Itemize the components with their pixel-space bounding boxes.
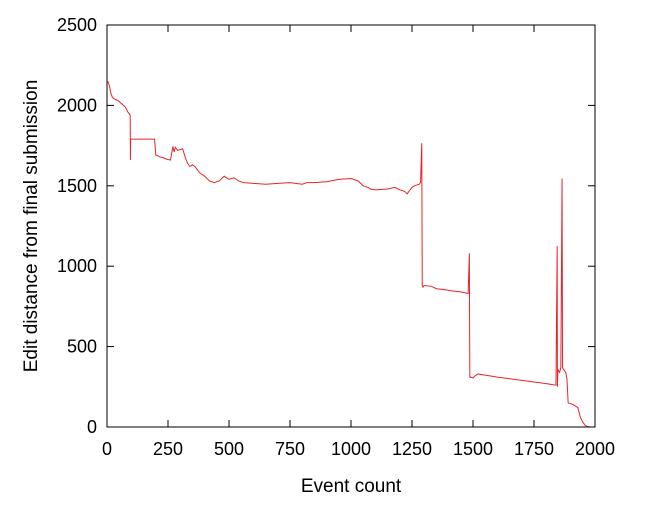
- x-tick-label: 250: [153, 439, 183, 459]
- series-layer: [106, 80, 595, 428]
- y-tick-label: 1500: [57, 176, 97, 196]
- y-tick-label: 1000: [57, 256, 97, 276]
- y-tick-label: 2500: [57, 15, 97, 35]
- y-tick-label: 500: [67, 337, 97, 357]
- plot-frame: [106, 24, 596, 428]
- x-tick-label: 750: [275, 439, 305, 459]
- x-tick-label: 1500: [453, 439, 493, 459]
- x-tick-label: 1750: [514, 439, 554, 459]
- x-tick-label: 1000: [331, 439, 371, 459]
- y-tick-labels: 0 500 1000 1500 2000 2500: [57, 15, 97, 437]
- y-tick-label: 2000: [57, 95, 97, 115]
- tick-marks: [106, 24, 596, 428]
- x-tick-labels: 0 250 500 750 1000 1250 1500 1750 2000: [102, 439, 615, 459]
- x-tick-label: 500: [214, 439, 244, 459]
- y-axis-label: Edit distance from final submission: [21, 80, 42, 373]
- y-tick-label: 0: [87, 417, 97, 437]
- x-tick-label: 0: [102, 439, 112, 459]
- x-axis-label: Event count: [301, 476, 402, 497]
- x-tick-label: 1250: [392, 439, 432, 459]
- x-tick-label: 2000: [575, 439, 615, 459]
- series-line: [106, 80, 595, 428]
